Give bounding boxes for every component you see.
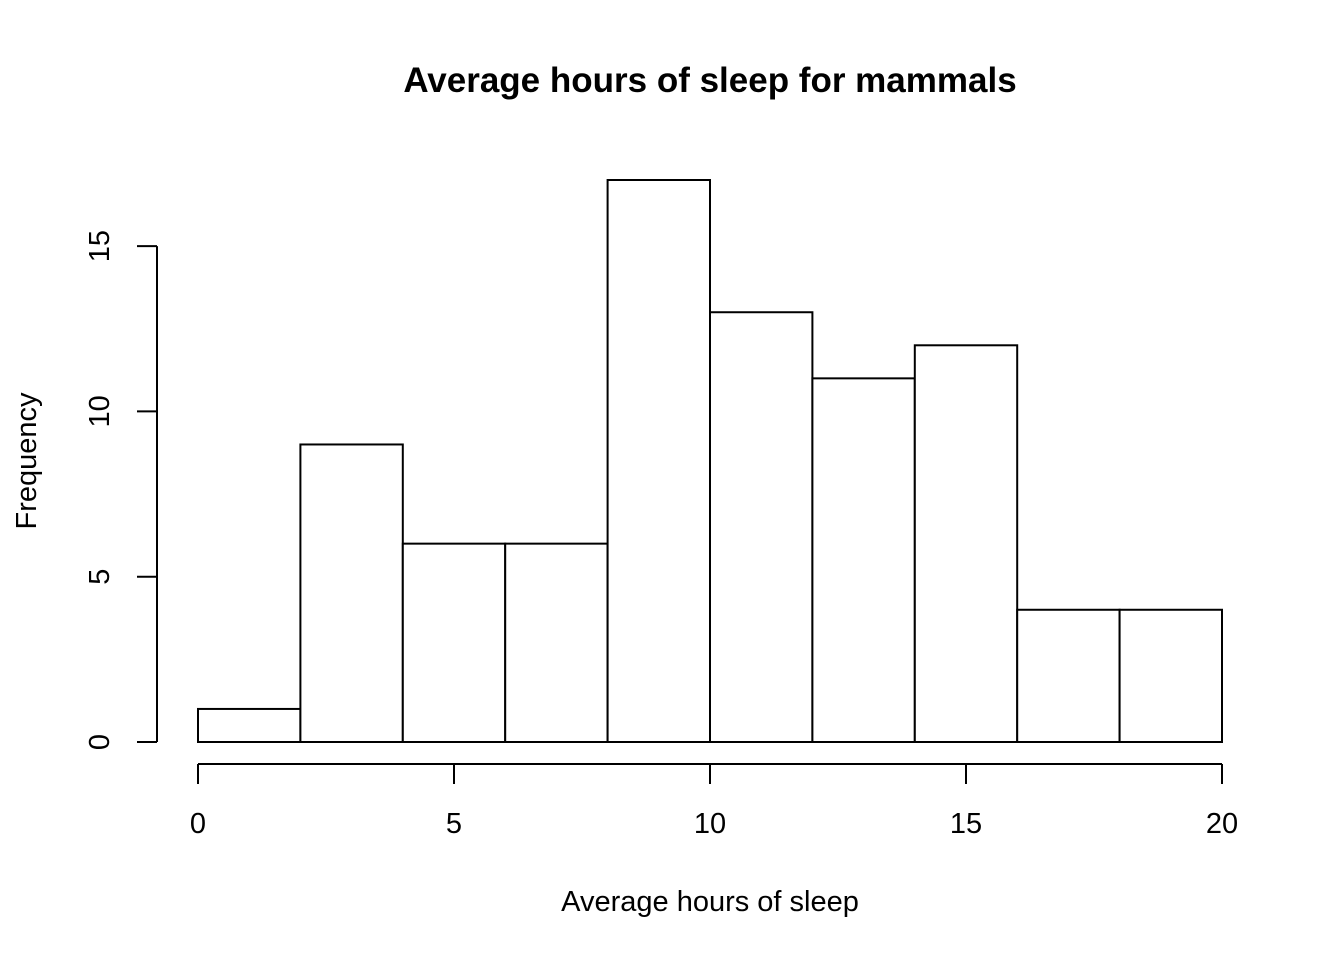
- y-axis: 0 5 10 15: [84, 230, 158, 750]
- x-tick-label: 10: [694, 808, 726, 840]
- histogram-bar: [811, 377, 916, 743]
- histogram-bar: [1016, 608, 1121, 743]
- histogram-bar: [299, 443, 404, 743]
- y-tick-label: 5: [84, 569, 116, 585]
- chart-title: Average hours of sleep for mammals: [403, 61, 1016, 100]
- histogram-bar: [913, 344, 1019, 743]
- x-tick-label: 15: [950, 808, 982, 840]
- x-axis: 0 5 10 15 20: [190, 763, 1238, 840]
- x-tick-label: 20: [1206, 808, 1238, 840]
- y-tick-label: 15: [84, 230, 116, 262]
- x-tick-label: 0: [190, 808, 206, 840]
- y-tick-label: 0: [84, 734, 116, 750]
- histogram-bar: [606, 179, 711, 743]
- x-axis-label: Average hours of sleep: [561, 886, 859, 918]
- histogram-bar: [709, 311, 814, 743]
- bars-group: [197, 179, 1223, 743]
- y-axis-label: Frequency: [11, 392, 43, 530]
- histogram-bar: [504, 542, 609, 743]
- histogram-bar: [401, 542, 507, 743]
- x-tick-label: 5: [446, 808, 462, 840]
- histogram-bar: [197, 707, 302, 743]
- histogram-bar: [1118, 608, 1223, 743]
- y-tick-label: 10: [84, 395, 116, 427]
